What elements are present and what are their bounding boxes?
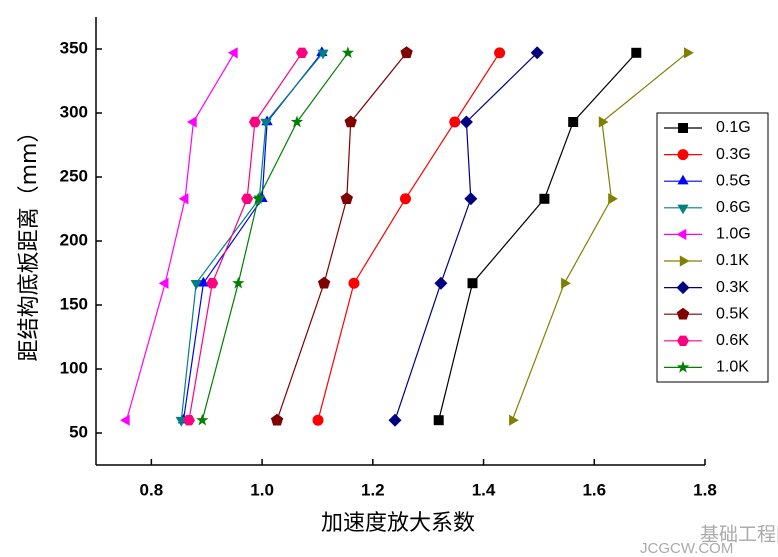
legend-marker: [676, 307, 690, 320]
marker: [186, 116, 197, 128]
marker: [206, 278, 219, 289]
marker: [296, 47, 308, 58]
legend-label: 0.1K: [716, 252, 749, 269]
marker: [494, 47, 506, 59]
marker: [608, 193, 618, 205]
legend-marker: [677, 204, 689, 215]
watermark: 基础工程网: [700, 524, 778, 546]
marker: [400, 46, 413, 59]
marker: [344, 115, 357, 128]
series-line: [125, 52, 235, 421]
y-tick-label: 50: [69, 422, 88, 441]
marker: [227, 47, 238, 59]
marker: [232, 276, 245, 289]
x-tick-label: 1.0: [250, 480, 274, 499]
marker: [270, 413, 284, 426]
series-line: [188, 52, 303, 421]
marker: [539, 193, 550, 204]
marker: [196, 413, 209, 426]
marker: [341, 46, 355, 59]
series-line: [182, 52, 323, 421]
marker: [197, 276, 209, 287]
legend-box: [656, 112, 769, 383]
y-tick-label: 250: [60, 166, 88, 185]
legend-label: 0.5K: [716, 305, 749, 322]
marker: [684, 47, 694, 59]
marker: [190, 280, 202, 290]
x-tick-label: 1.2: [361, 480, 385, 499]
marker: [348, 277, 360, 289]
legend-label: 0.5G: [716, 172, 751, 189]
series-line: [180, 52, 324, 421]
legend-label: 1.0G: [716, 226, 751, 243]
y-tick-label: 350: [60, 38, 88, 57]
marker: [183, 415, 195, 426]
legend-marker: [677, 174, 689, 185]
legend-label: 1.0K: [716, 359, 749, 376]
series-line: [394, 52, 538, 421]
legend-marker: [678, 123, 688, 133]
marker: [388, 413, 402, 427]
legend-marker: [677, 335, 689, 346]
legend-marker: [679, 255, 690, 267]
marker: [178, 193, 189, 205]
series-line: [201, 52, 349, 421]
series-line: [438, 52, 637, 421]
watermark-url: JCGCW.COM: [640, 540, 733, 557]
marker: [530, 46, 544, 60]
marker: [399, 193, 411, 205]
y-tick-label: 150: [60, 294, 88, 313]
marker: [260, 118, 272, 129]
legend-label: 0.1G: [716, 119, 751, 136]
marker: [464, 192, 478, 206]
marker: [433, 415, 444, 426]
marker: [561, 277, 571, 289]
series-line: [317, 52, 501, 421]
x-tick-label: 1.6: [582, 480, 606, 499]
legend-label: 0.3G: [716, 146, 751, 163]
marker: [434, 276, 448, 290]
marker: [252, 192, 265, 204]
marker: [248, 116, 261, 128]
marker: [509, 414, 519, 426]
y-tick-label: 200: [60, 230, 88, 249]
marker: [568, 117, 579, 127]
series-line: [276, 52, 408, 421]
x-tick-label: 1.8: [693, 480, 717, 499]
x-tick-label: 1.4: [472, 480, 496, 499]
marker: [459, 115, 473, 129]
legend-label: 0.6K: [716, 332, 749, 349]
marker: [467, 278, 478, 289]
marker: [598, 116, 609, 128]
marker: [290, 115, 304, 128]
legend-label: 0.3K: [716, 279, 749, 296]
y-axis-title: 距结构底板距离（mm）: [17, 121, 42, 362]
y-tick-label: 300: [60, 102, 88, 121]
legend-label: 0.6G: [716, 199, 751, 216]
x-axis-title: 加速度放大系数: [321, 511, 475, 536]
marker: [317, 49, 329, 60]
marker: [120, 414, 130, 426]
legend-marker: [676, 228, 687, 240]
marker: [631, 47, 642, 58]
marker: [449, 116, 461, 128]
y-tick-label: 100: [60, 358, 88, 377]
marker: [158, 277, 169, 289]
marker: [317, 276, 331, 289]
marker: [241, 193, 254, 204]
x-tick-label: 0.8: [140, 480, 164, 499]
legend-marker: [676, 360, 690, 373]
marker: [340, 192, 353, 204]
legend-marker: [677, 149, 689, 161]
marker: [312, 414, 324, 426]
legend-marker: [676, 281, 690, 295]
